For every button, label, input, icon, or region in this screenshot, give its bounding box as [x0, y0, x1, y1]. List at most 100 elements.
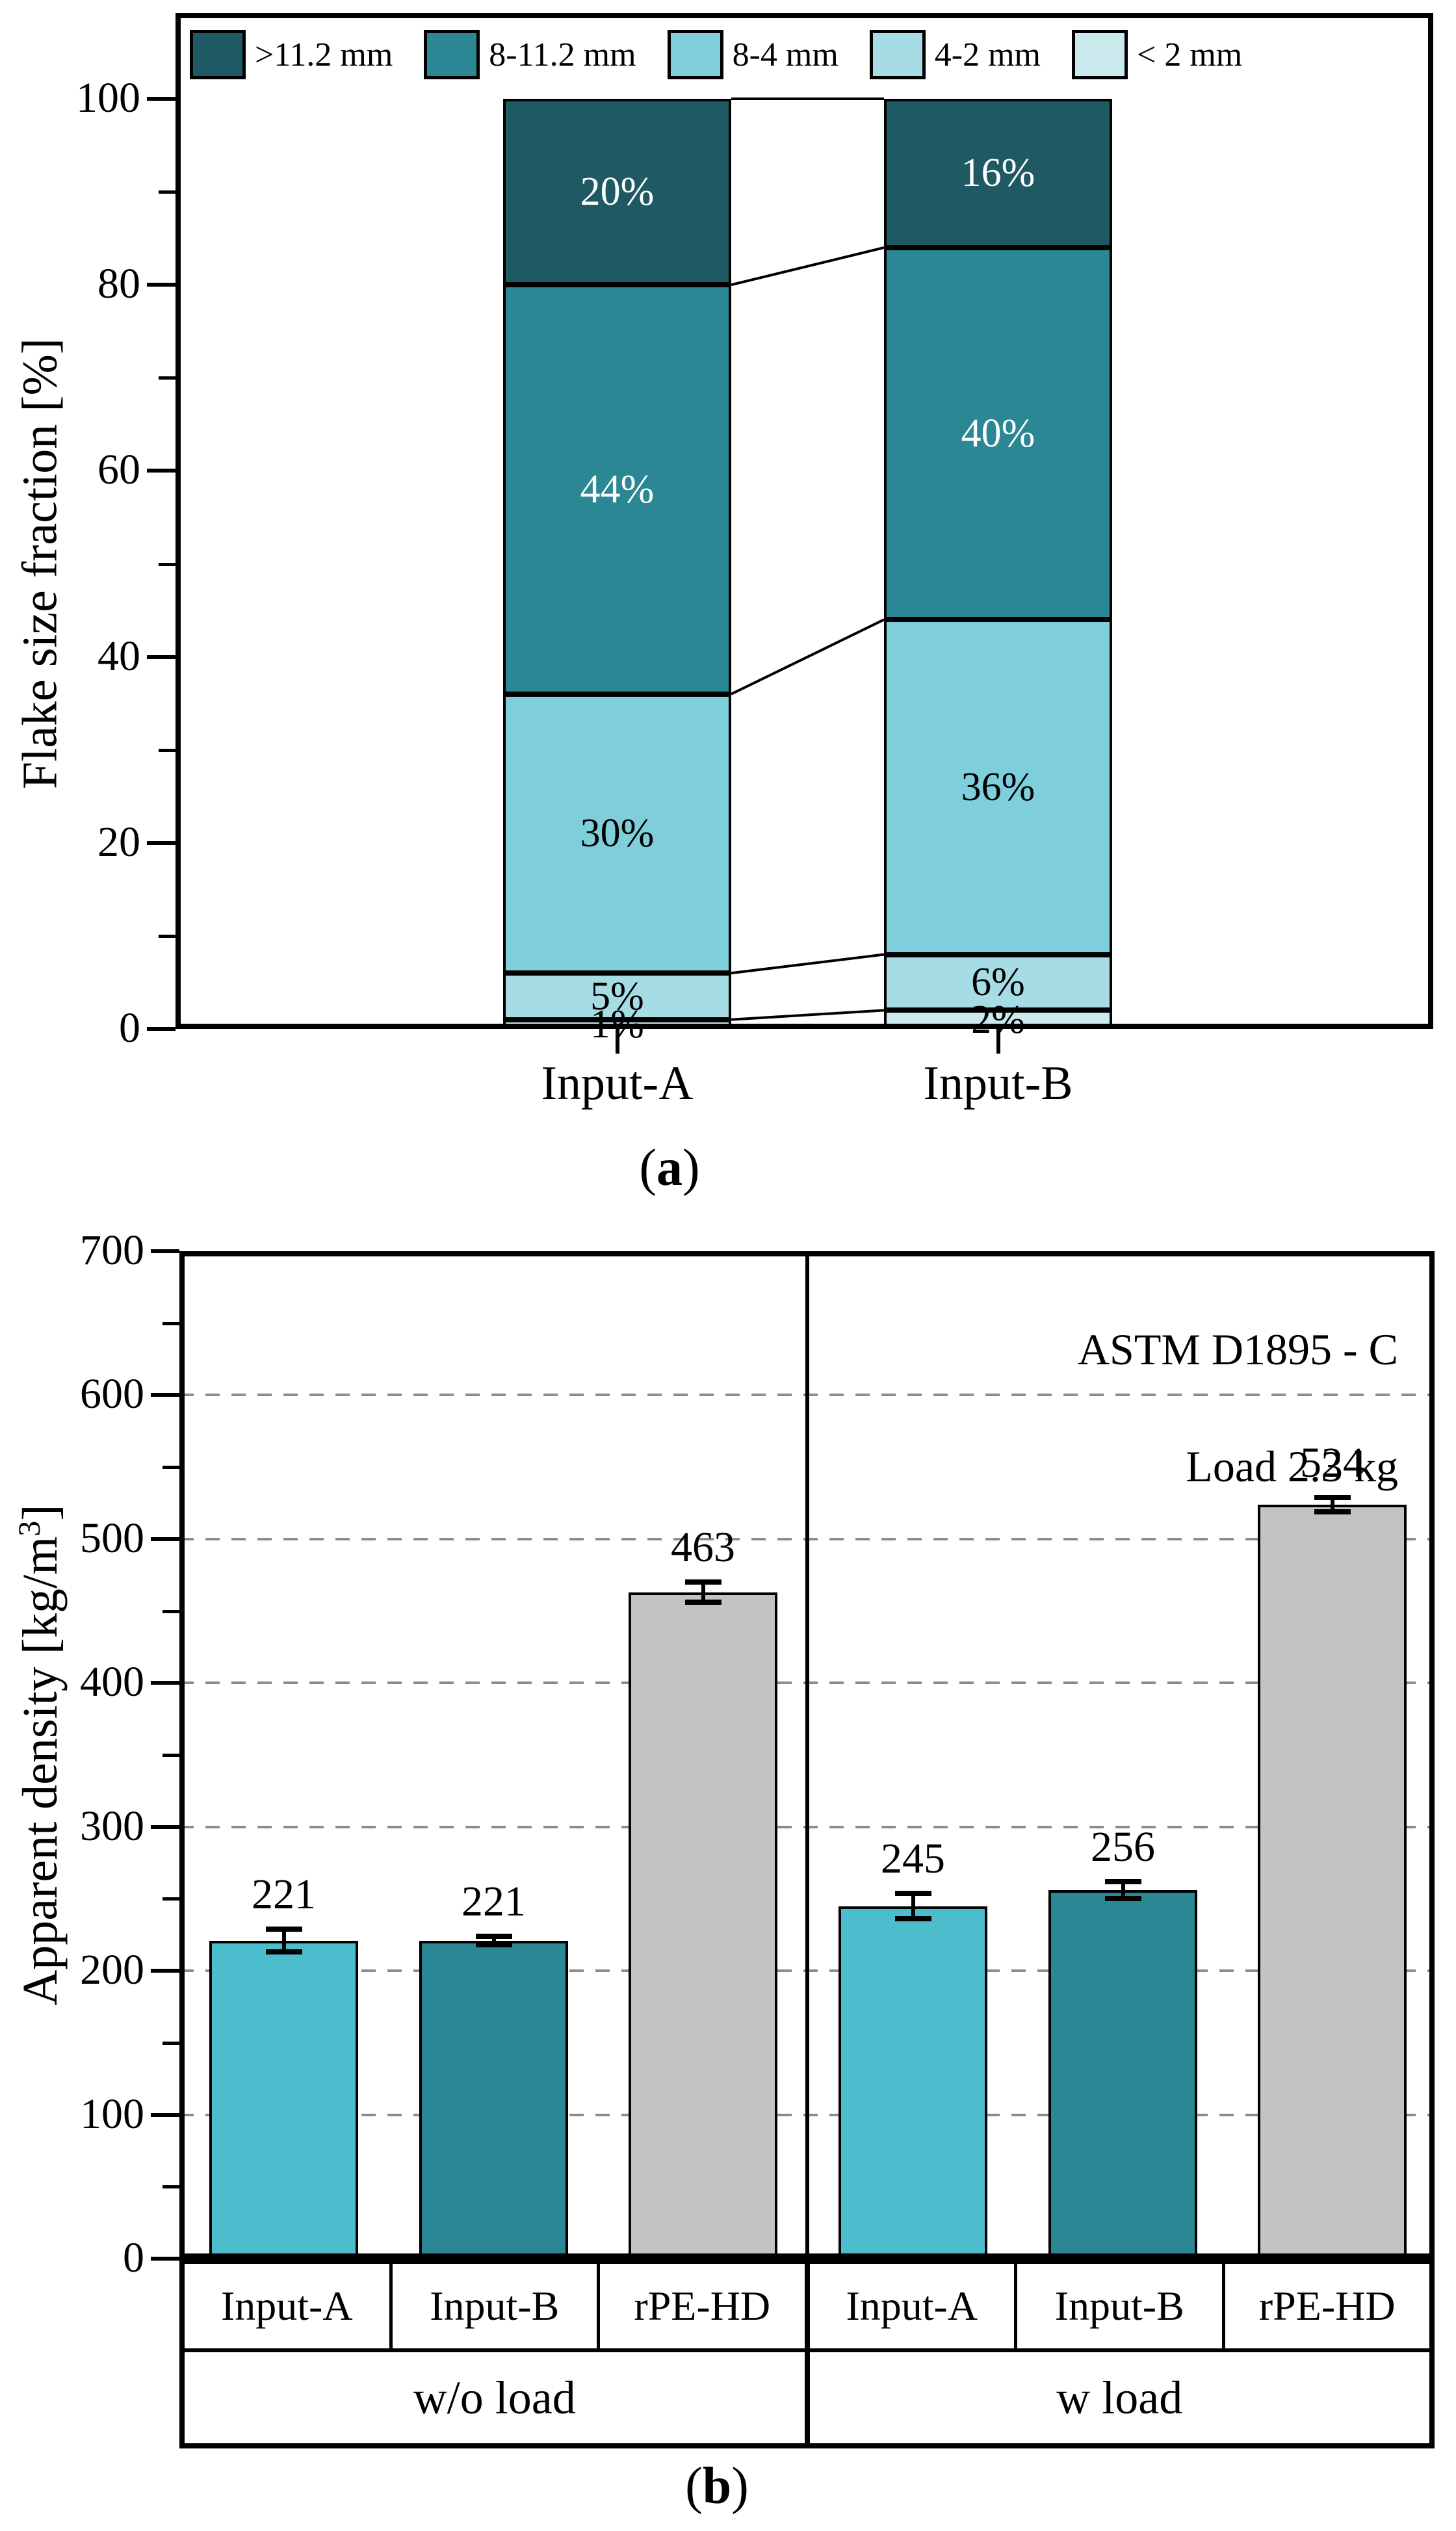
segment-connector-lines: [731, 97, 885, 1021]
caption-b-open: (: [685, 2458, 703, 2515]
bar-value-label: 524: [1300, 1438, 1364, 1486]
material-cell: rPE-HD: [600, 2264, 810, 2348]
material-cell: Input-B: [1017, 2264, 1225, 2348]
error-bar-whisker: [701, 1582, 705, 1603]
error-bar-cap-top: [1314, 1494, 1351, 1500]
y-axis-major-tick: [147, 840, 176, 845]
y-axis-tick-label: 300: [80, 1802, 144, 1850]
legend-swatch: [1072, 30, 1128, 79]
subfigure-caption-b: (b): [0, 2457, 1434, 2516]
error-bar-cap-bottom: [1104, 1896, 1141, 1902]
y-axis-minor-tick: [159, 190, 176, 194]
bar-value-label: 256: [1091, 1823, 1155, 1871]
error-bar-cap-bottom: [894, 1916, 931, 1922]
y-axis-minor-tick: [162, 1754, 179, 1757]
error-bar-cap-top: [1104, 1878, 1141, 1884]
y-axis-minor-tick: [159, 376, 176, 380]
y-axis-major-tick: [147, 283, 176, 287]
error-bar-cap-bottom: [1314, 1509, 1351, 1514]
y-axis-minor-tick: [159, 748, 176, 752]
error-bar-whisker: [1330, 1497, 1334, 1512]
stack-segment: [503, 694, 731, 974]
y-axis-tick-label: 100: [76, 74, 140, 122]
material-cell: Input-A: [810, 2264, 1017, 2348]
material-cell: rPE-HD: [1258, 2283, 1396, 2329]
y-axis-minor-tick: [162, 1321, 179, 1325]
stack-segment: [884, 247, 1112, 620]
y-axis-minor-tick: [162, 2185, 179, 2189]
bar-value-label: 221: [462, 1878, 526, 1925]
caption-b-letter: b: [702, 2458, 732, 2515]
error-bar-cap-top: [684, 1579, 722, 1585]
density-bar: [209, 1940, 358, 2259]
y-axis-minor-tick: [162, 1609, 179, 1613]
y-axis-major-tick: [151, 1393, 179, 1397]
y-axis-major-tick: [151, 1681, 179, 1685]
legend-label: 8-4 mm: [732, 36, 838, 73]
annotation-load: Load 2.3 kg: [1186, 1442, 1398, 1491]
error-bar-whisker: [911, 1893, 915, 1919]
flake-size-legend: >11.2 mm 8-11.2 mm 8-4 mm 4-2 mm < 2 mm: [190, 30, 1273, 79]
y-axis-minor-tick: [159, 934, 176, 938]
density-bar: [1048, 1890, 1197, 2259]
stack-segment-label: 2%: [971, 997, 1025, 1042]
y-axis-tick-label: 600: [80, 1370, 144, 1418]
material-label-row: Input-A Input-B rPE-HD Input-A Input-B rPE-HD: [185, 2264, 1429, 2352]
caption-a-close: ): [682, 1139, 700, 1197]
legend-swatch: [869, 30, 926, 79]
stack-segment: [884, 954, 1112, 1011]
y-axis-major-tick: [151, 2112, 179, 2117]
legend-item: 8-4 mm: [667, 30, 838, 79]
x-axis-tick: [996, 1029, 1000, 1054]
bar-value-label: 221: [252, 1870, 316, 1918]
stack-segment-label: 6%: [971, 960, 1025, 1005]
y-axis-tick-label: 0: [119, 1004, 140, 1052]
y-axis-major-tick: [151, 2257, 179, 2261]
y-axis-major-tick: [147, 469, 176, 473]
x-axis-category-label: Input-A: [541, 1057, 694, 1110]
load-condition-row: w/o load w load: [185, 2352, 1429, 2443]
stack-segment: [503, 973, 731, 1020]
caption-a-open: (: [639, 1139, 656, 1197]
stack-segment-label: 16%: [961, 151, 1035, 196]
y-axis-tick-label: 200: [80, 1946, 144, 1994]
group-divider-line: [805, 1251, 809, 2259]
density-bar: [629, 1592, 777, 2259]
legend-label: < 2 mm: [1137, 36, 1243, 73]
stack-segment-label: 30%: [580, 811, 655, 856]
density-bar: [419, 1940, 568, 2259]
y-axis-tick-label: 100: [80, 2090, 144, 2138]
caption-a-letter: a: [656, 1139, 682, 1197]
density-bar: [1258, 1504, 1407, 2259]
error-bar-whisker: [491, 1936, 496, 1945]
legend-label: >11.2 mm: [255, 36, 393, 73]
error-bar-whisker: [1121, 1881, 1125, 1899]
x-axis-category-label: Input-B: [923, 1057, 1073, 1110]
density-bar: [838, 1906, 987, 2259]
stack-segment-label: 40%: [961, 411, 1035, 456]
y-axis-tick-label: 20: [98, 818, 140, 866]
legend-swatch: [424, 30, 480, 79]
legend-swatch: [190, 30, 246, 79]
y-axis-major-tick: [147, 655, 176, 659]
y-axis-major-tick: [147, 97, 176, 101]
connector-line: [731, 953, 885, 975]
stack-segment: [503, 285, 731, 694]
connector-line: [731, 1009, 885, 1021]
stack-segment: [503, 99, 731, 285]
connector-line: [731, 618, 885, 695]
error-bar-cap-top: [894, 1890, 931, 1896]
stack-segment-label: 36%: [961, 764, 1035, 809]
y-axis-major-tick: [147, 1027, 176, 1031]
load-condition-cell: w/o load: [185, 2352, 810, 2443]
y-axis-minor-tick: [162, 2041, 179, 2045]
material-cell: Input-B: [393, 2264, 600, 2348]
stack-segment-label: 5%: [590, 974, 644, 1019]
y-axis-title-b-text: Apparent density [kg/m: [13, 1536, 68, 2006]
stack-segment-label: 44%: [580, 467, 655, 512]
caption-b-close: ): [731, 2458, 749, 2515]
legend-label: 8-11.2 mm: [489, 36, 636, 73]
x-axis-tick: [615, 1029, 619, 1054]
connector-line: [731, 246, 885, 287]
y-axis-tick-label: 400: [80, 1658, 144, 1706]
